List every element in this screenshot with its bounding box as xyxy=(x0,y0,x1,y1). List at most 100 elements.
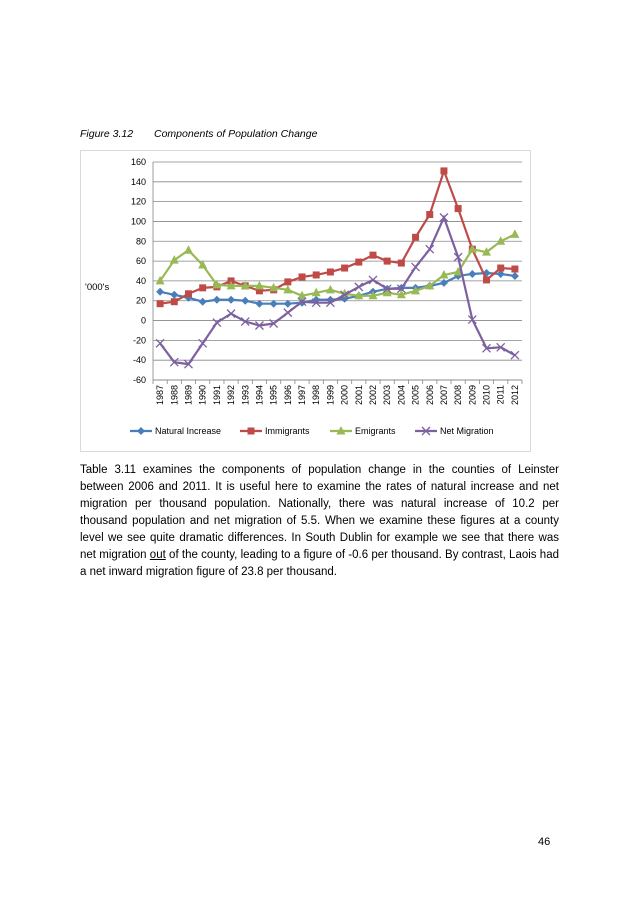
x-tick-label: 1991 xyxy=(212,385,222,405)
data-point-emigrants xyxy=(510,229,520,238)
data-point-net-migration xyxy=(425,244,435,254)
data-point-immigrants xyxy=(341,264,349,272)
legend-marker-net-migration xyxy=(421,426,431,436)
data-point-natural-increase xyxy=(496,269,505,278)
data-point-natural-increase xyxy=(156,287,165,296)
x-tick-label: 2001 xyxy=(354,385,364,405)
data-point-emigrants xyxy=(382,287,392,297)
y-tick-label: 20 xyxy=(136,296,146,306)
figure-caption: Figure 3.12 Components of Population Cha… xyxy=(80,128,317,140)
data-point-natural-increase xyxy=(468,269,477,278)
data-point-net-migration xyxy=(467,315,477,325)
data-point-emigrants xyxy=(439,269,449,279)
data-point-emigrants xyxy=(496,236,506,245)
data-point-net-migration xyxy=(411,262,421,272)
data-point-immigrants xyxy=(412,233,420,241)
data-point-net-migration xyxy=(482,343,491,353)
x-tick-label: 2009 xyxy=(467,385,477,405)
data-point-emigrants xyxy=(453,266,463,276)
data-point-net-migration xyxy=(354,282,364,292)
data-point-natural-increase xyxy=(269,299,278,308)
y-tick-label: -40 xyxy=(133,355,146,365)
data-point-net-migration xyxy=(254,321,264,330)
data-point-immigrants xyxy=(383,257,391,265)
data-point-net-migration xyxy=(325,298,335,308)
data-point-immigrants xyxy=(440,167,448,175)
x-tick-label: 2000 xyxy=(340,385,350,405)
data-point-emigrants xyxy=(226,280,236,290)
data-point-emigrants xyxy=(183,245,193,254)
x-tick-label: 1990 xyxy=(198,385,208,405)
x-tick-label: 1996 xyxy=(283,385,293,405)
legend-label-emigrants: Emigrants xyxy=(355,426,396,436)
data-point-immigrants xyxy=(284,278,292,286)
y-tick-label: -20 xyxy=(133,335,146,345)
data-point-immigrants xyxy=(454,205,462,213)
data-point-net-migration xyxy=(269,319,279,328)
y-tick-label: 120 xyxy=(131,197,146,207)
x-tick-label: 2008 xyxy=(453,385,463,405)
data-point-emigrants xyxy=(198,260,208,269)
data-point-natural-increase xyxy=(198,297,207,306)
line-chart: -60 -40 -20 0 20 40 60 80 100 120 140 160 1987 1988 19… xyxy=(85,157,523,436)
data-point-emigrants xyxy=(169,255,179,264)
x-tick-label: 1989 xyxy=(183,385,193,405)
data-point-net-migration xyxy=(240,317,250,326)
data-point-net-migration xyxy=(510,350,520,360)
series-line-immigrants xyxy=(159,167,515,305)
legend-label-net-migration: Net Migration xyxy=(440,426,494,436)
data-point-emigrants xyxy=(425,280,435,290)
y-tick-label: 60 xyxy=(136,256,146,266)
y-tick-label: -60 xyxy=(133,375,146,385)
data-point-net-migration xyxy=(212,318,222,327)
data-point-net-migration xyxy=(396,284,406,294)
y-tick-label: 160 xyxy=(131,157,146,167)
data-point-net-migration xyxy=(340,290,350,300)
legend-label-natural-increase: Natural Increase xyxy=(155,426,221,436)
data-point-natural-increase xyxy=(241,296,250,305)
data-point-immigrants xyxy=(369,251,377,259)
data-point-net-migration xyxy=(283,308,293,318)
data-point-natural-increase xyxy=(439,278,448,287)
figure-title: Components of Population Change xyxy=(154,128,318,140)
data-point-natural-increase xyxy=(454,271,463,280)
data-point-emigrants xyxy=(297,290,307,300)
data-point-immigrants xyxy=(184,290,192,298)
figure-label: Figure 3.12 xyxy=(80,128,134,140)
x-tick-label: 2002 xyxy=(368,385,378,405)
page-number: 46 xyxy=(538,836,551,848)
x-tick-label: 2005 xyxy=(411,385,421,405)
data-point-emigrants xyxy=(325,284,335,294)
data-point-emigrants xyxy=(411,285,421,295)
x-tick-label: 1987 xyxy=(155,385,165,405)
data-point-net-migration xyxy=(382,284,392,294)
x-tick-label: 2006 xyxy=(425,385,435,405)
data-point-immigrants xyxy=(355,258,363,266)
data-point-immigrants xyxy=(156,300,164,308)
x-tick-label: 2004 xyxy=(396,385,406,405)
data-point-immigrants xyxy=(497,264,505,272)
data-point-emigrants xyxy=(240,280,250,290)
x-tick-label: 1992 xyxy=(226,385,236,405)
data-point-emigrants xyxy=(354,290,364,300)
data-point-net-migration xyxy=(198,338,208,348)
legend-marker-natural-increase xyxy=(137,427,145,435)
x-tick-label: 2007 xyxy=(439,385,449,405)
data-point-emigrants xyxy=(269,282,279,292)
legend-marker-immigrants xyxy=(247,427,255,435)
y-tick-label: 100 xyxy=(131,216,146,226)
data-point-immigrants xyxy=(255,287,263,295)
y-tick-label: 40 xyxy=(136,276,146,286)
data-point-net-migration xyxy=(297,297,307,307)
y-tick-label: 140 xyxy=(131,177,146,187)
data-point-emigrants xyxy=(368,290,378,300)
data-point-immigrants xyxy=(298,273,306,281)
underlined-word: out xyxy=(149,549,166,561)
body-paragraph: Table 3.11 examines the components of po… xyxy=(80,462,559,581)
y-axis-label: '000's xyxy=(85,282,109,293)
x-tick-label: 1999 xyxy=(325,385,335,405)
paragraph-text-start: Table 3.11 examines the components of po… xyxy=(80,464,559,561)
x-tick-label: 2003 xyxy=(382,385,392,405)
data-point-emigrants xyxy=(311,287,321,297)
data-point-emigrants xyxy=(467,244,477,253)
